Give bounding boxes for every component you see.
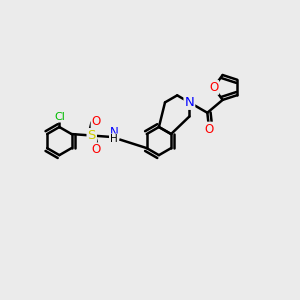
- Text: Cl: Cl: [54, 112, 65, 122]
- Text: S: S: [88, 129, 96, 142]
- Text: N: N: [110, 126, 119, 139]
- Text: H: H: [110, 134, 118, 144]
- Text: O: O: [92, 115, 101, 128]
- Text: O: O: [209, 81, 218, 94]
- Text: O: O: [92, 143, 101, 156]
- Text: N: N: [184, 96, 194, 109]
- Text: O: O: [204, 123, 213, 136]
